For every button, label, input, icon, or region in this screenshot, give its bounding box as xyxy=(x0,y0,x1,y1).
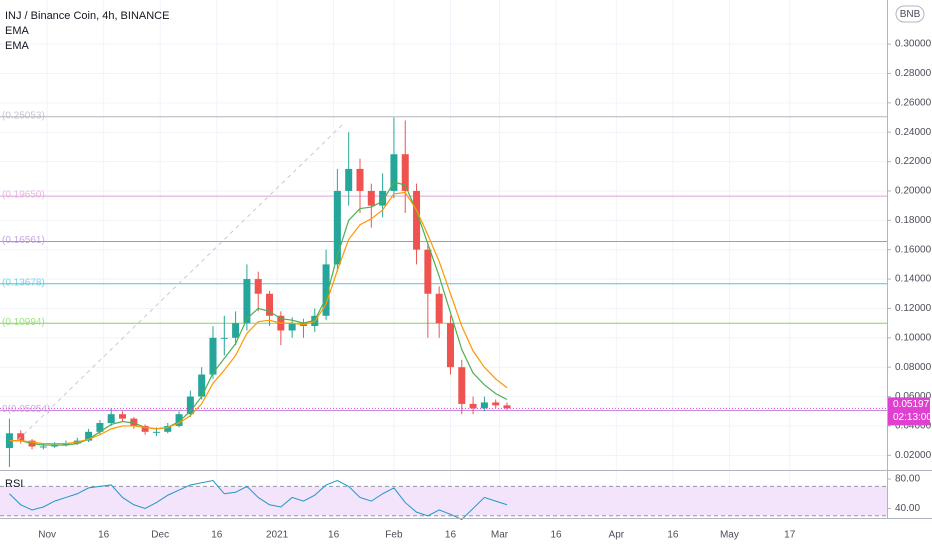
y-tick-label: 40.00 xyxy=(895,503,920,514)
ema-line xyxy=(9,181,508,446)
y-tick-label: 0.20000 xyxy=(895,186,932,197)
candle-body xyxy=(220,337,228,339)
y-tick-label: 0.28000 xyxy=(895,68,932,79)
x-tick-label: 16 xyxy=(211,530,223,541)
legend-entry: EMA xyxy=(5,25,30,37)
candle-body xyxy=(186,396,194,415)
candle-body xyxy=(130,418,138,426)
y-tick-label: 0.26000 xyxy=(895,97,932,108)
candle-body xyxy=(492,402,500,406)
candle-body xyxy=(96,423,104,432)
fib-label: 0(0.05054) xyxy=(2,404,50,415)
candle-body xyxy=(469,403,477,409)
fib-trend-line xyxy=(17,124,343,441)
candle-body xyxy=(390,154,398,191)
fib-label: (0.16561) xyxy=(2,235,45,246)
x-tick-label: 16 xyxy=(445,530,457,541)
rsi-title: RSI xyxy=(5,478,23,490)
rsi-band xyxy=(0,486,887,516)
candle-body xyxy=(424,249,432,294)
candle-body xyxy=(152,431,160,433)
last-price-box xyxy=(888,397,930,426)
ema-line xyxy=(9,191,508,445)
candle-body xyxy=(503,405,511,409)
x-tick-label: 16 xyxy=(328,530,340,541)
candle-body xyxy=(401,154,409,191)
candle-body xyxy=(446,323,454,368)
y-tick-label: 80.00 xyxy=(895,474,920,485)
y-tick-label: 0.30000 xyxy=(895,39,932,50)
x-tick-label: 16 xyxy=(550,530,562,541)
candle-body xyxy=(39,446,47,448)
candle-body xyxy=(164,425,172,432)
x-tick-label: Dec xyxy=(151,530,169,541)
x-tick-label: Nov xyxy=(38,530,56,541)
y-tick-label: 0.18000 xyxy=(895,215,932,226)
x-tick-label: May xyxy=(720,530,739,541)
currency-badge[interactable] xyxy=(895,5,925,23)
rsi-line xyxy=(9,479,508,521)
chart-title: INJ / Binance Coin, 4h, BINANCE xyxy=(5,10,169,22)
candle-body xyxy=(51,445,59,447)
candle-body xyxy=(62,443,70,446)
countdown-label: 02:13:00 xyxy=(893,412,932,423)
currency-label[interactable]: BNB xyxy=(900,9,921,20)
last-price-label: 0.05197 xyxy=(893,399,930,410)
y-tick-label: 0.22000 xyxy=(895,156,932,167)
x-tick-label: Apr xyxy=(609,530,625,541)
candle-body xyxy=(17,433,25,441)
y-tick-label: 0.12000 xyxy=(895,303,932,314)
plot-layer xyxy=(0,0,887,521)
y-tick-label: 0.08000 xyxy=(895,362,932,373)
candle-body xyxy=(379,190,387,206)
candle-body xyxy=(458,367,466,404)
fib-label: (0.25053) xyxy=(2,110,45,121)
y-tick-label: 0.02000 xyxy=(895,450,932,461)
candle-body xyxy=(345,168,353,191)
candle-body xyxy=(141,425,149,432)
candle-body xyxy=(356,168,364,191)
candle-body xyxy=(175,414,183,426)
candle-body xyxy=(266,293,274,316)
candle-body xyxy=(209,337,217,375)
x-tick-label: 16 xyxy=(667,530,679,541)
fib-label: (0.19650) xyxy=(2,190,45,201)
fib-label: (0.13678) xyxy=(2,277,45,288)
candle-body xyxy=(107,414,115,423)
y-tick-label: 0.24000 xyxy=(895,127,932,138)
candle-body xyxy=(413,190,421,250)
candle-body xyxy=(85,431,93,441)
candle-body xyxy=(480,402,488,409)
x-tick-label: 17 xyxy=(784,530,796,541)
candle-body xyxy=(254,279,262,294)
x-tick-label: 2021 xyxy=(266,530,289,541)
candle-body xyxy=(198,374,206,397)
x-tick-label: Feb xyxy=(385,530,403,541)
y-tick-label: 0.10000 xyxy=(895,332,932,343)
candle-body xyxy=(232,323,240,338)
y-tick-label: 0.06000 xyxy=(895,391,932,402)
candle-body xyxy=(322,264,330,316)
y-tick-label: 0.04000 xyxy=(895,421,932,432)
fib-label: (0.10994) xyxy=(2,317,45,328)
candle-body xyxy=(333,190,341,265)
candle-body xyxy=(435,293,443,324)
x-tick-label: Mar xyxy=(491,530,509,541)
candle-body xyxy=(243,279,251,324)
candle-body xyxy=(119,414,127,419)
y-tick-label: 0.16000 xyxy=(895,244,932,255)
x-tick-label: 16 xyxy=(98,530,110,541)
candle-body xyxy=(288,323,296,331)
y-tick-label: 0.14000 xyxy=(895,274,932,285)
legend-entry: EMA xyxy=(5,40,30,52)
candle-body xyxy=(367,190,375,206)
